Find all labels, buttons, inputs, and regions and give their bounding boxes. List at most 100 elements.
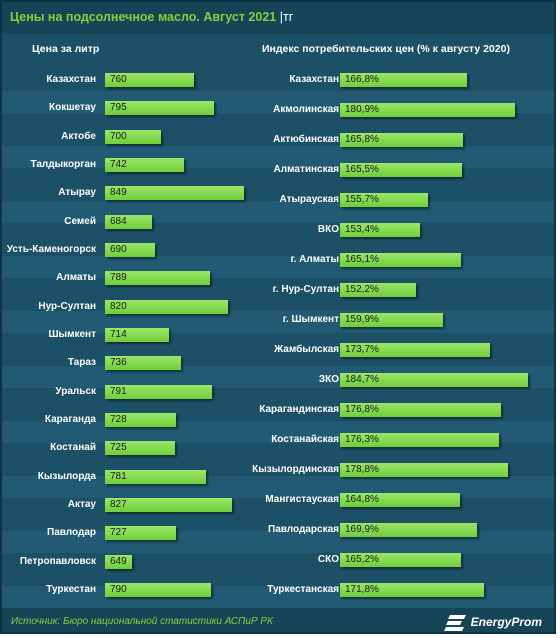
bar <box>105 498 232 512</box>
data-label: 166,8% <box>345 74 379 85</box>
category-label: Караганда <box>44 414 96 425</box>
logo-text: EnergyProm <box>470 615 542 629</box>
data-label: 727 <box>110 527 127 538</box>
bar <box>340 523 478 537</box>
bar <box>105 413 177 427</box>
bar <box>340 403 501 417</box>
bar <box>105 526 176 540</box>
category-label: СКО <box>317 554 339 565</box>
category-label: г. Шымкент <box>282 314 339 325</box>
category-label: Актюбинская <box>273 134 339 145</box>
data-label: 169,9% <box>345 524 379 535</box>
data-label: 849 <box>110 187 127 198</box>
data-label: 684 <box>110 216 127 227</box>
bar <box>340 223 421 237</box>
data-label: 180,9% <box>345 104 379 115</box>
logo-mark-icon <box>443 615 466 631</box>
bar <box>105 583 211 597</box>
data-label: 178,8% <box>345 464 379 475</box>
bar <box>340 463 508 477</box>
bar <box>105 158 185 172</box>
data-label: 820 <box>110 301 127 312</box>
category-label: Казахстан <box>289 74 339 85</box>
bar <box>105 328 169 342</box>
data-label: 171,8% <box>345 584 379 595</box>
category-label: Атырауская <box>279 194 339 205</box>
data-label: 700 <box>110 131 127 142</box>
data-label: 165,5% <box>345 164 379 175</box>
category-label: Жамбылская <box>274 344 339 355</box>
category-label: Тараз <box>67 357 96 368</box>
category-label: Алматинская <box>273 164 339 175</box>
bar <box>105 271 211 285</box>
data-label: 164,8% <box>345 494 379 505</box>
bar <box>340 103 515 117</box>
category-label: Акмолинская <box>273 104 339 115</box>
data-label: 153,4% <box>345 224 379 235</box>
bar <box>340 163 462 177</box>
bar <box>340 583 484 597</box>
title-unit: |тг <box>279 10 294 24</box>
category-label: Костанайская <box>271 434 339 445</box>
bar <box>340 283 417 297</box>
data-label: 184,7% <box>345 374 379 385</box>
bar <box>340 493 460 507</box>
data-label: 725 <box>110 442 127 453</box>
category-label: Карагандинская <box>259 404 339 415</box>
category-label: Актау <box>67 499 96 510</box>
bar <box>340 433 500 447</box>
data-label: 155,7% <box>345 194 379 205</box>
category-label: Петропавловск <box>19 556 96 567</box>
data-label: 742 <box>110 159 127 170</box>
category-label: Туркестанская <box>267 584 339 595</box>
data-label: 736 <box>110 357 127 368</box>
bar <box>340 343 491 357</box>
data-label: 781 <box>110 471 127 482</box>
bar <box>105 73 195 87</box>
category-label: Усть-Каменогорск <box>6 244 96 255</box>
category-label: Павлодарская <box>268 524 339 535</box>
category-label: Костанай <box>50 442 96 453</box>
bar <box>340 373 528 387</box>
data-label: 152,2% <box>345 284 379 295</box>
data-label: 760 <box>110 74 127 85</box>
bar <box>105 441 175 455</box>
data-label: 690 <box>110 244 127 255</box>
category-label: Талдыкорган <box>30 159 96 170</box>
header-band <box>2 2 554 34</box>
category-label: Семей <box>64 216 96 227</box>
source-note: Источник: Бюро национальной статистики А… <box>11 616 273 627</box>
data-label: 165,8% <box>345 134 379 145</box>
bar <box>105 101 214 115</box>
title-text: Цены на подсолнечное масло. Август 2021 <box>10 10 277 24</box>
category-label: Алматы <box>56 272 96 283</box>
category-label: Актобе <box>61 131 96 142</box>
category-label: Кокшетау <box>48 102 96 113</box>
right-chart-header: Индекс потребительских цен (% к августу … <box>262 43 510 55</box>
bar <box>105 186 244 200</box>
bar <box>105 470 206 484</box>
bar <box>105 130 161 144</box>
category-label: Уральск <box>55 386 96 397</box>
data-label: 795 <box>110 102 127 113</box>
category-label: г. Нур-Султан <box>272 284 339 295</box>
bar <box>105 555 133 569</box>
data-label: 165,1% <box>345 254 379 265</box>
data-label: 173,7% <box>345 344 379 355</box>
left-chart-header: Цена за литр <box>32 43 100 55</box>
data-label: 159,9% <box>345 314 379 325</box>
bar <box>340 553 461 567</box>
data-label: 789 <box>110 272 127 283</box>
bar <box>105 300 228 314</box>
data-label: 176,8% <box>345 404 379 415</box>
bar <box>340 253 461 267</box>
bar <box>340 313 443 327</box>
data-label: 649 <box>110 556 127 567</box>
category-label: Мангистауская <box>265 494 339 505</box>
category-label: ВКО <box>317 224 339 235</box>
bar <box>105 215 152 229</box>
bar <box>105 385 212 399</box>
category-label: Казахстан <box>46 74 96 85</box>
bar <box>340 73 467 87</box>
